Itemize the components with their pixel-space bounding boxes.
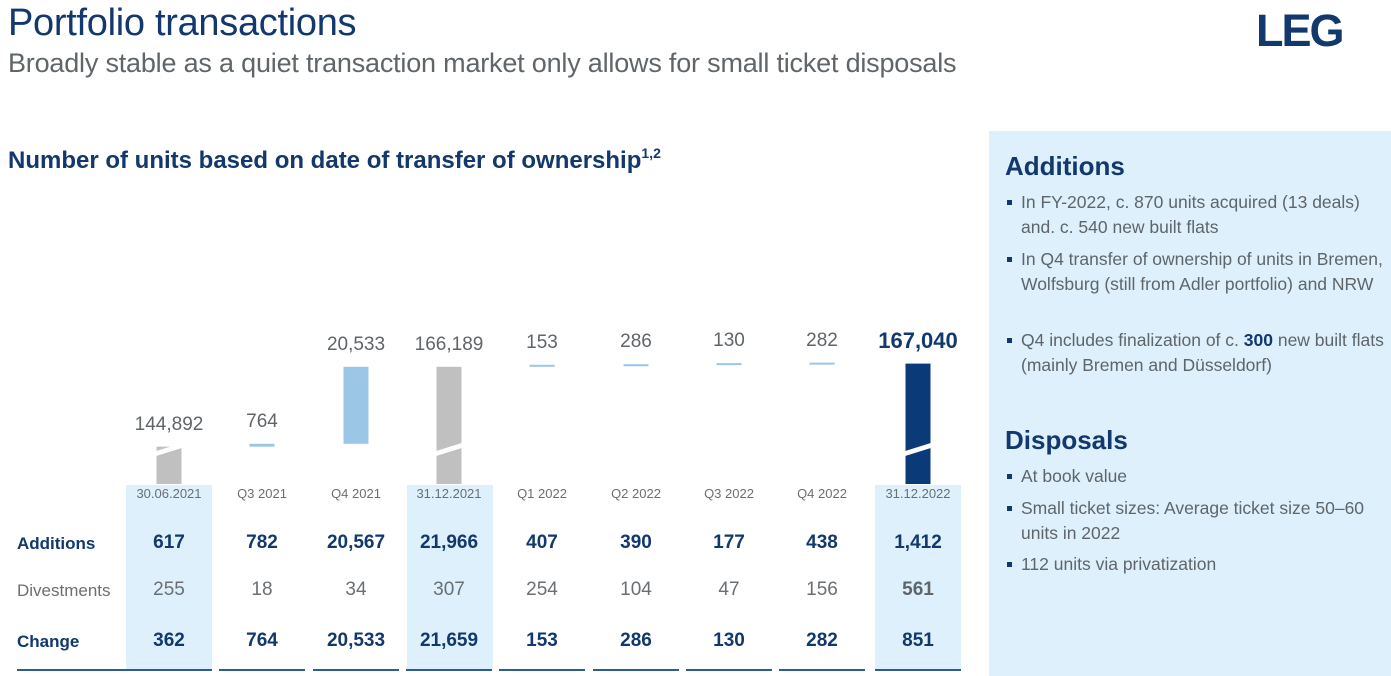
table-cell: 390 <box>620 532 652 553</box>
table-divider <box>499 669 585 671</box>
axis-break-mark <box>153 442 185 457</box>
table-divider <box>593 669 679 671</box>
table-cell: 1,412 <box>894 532 942 553</box>
table-cell: 47 <box>718 579 740 600</box>
data-label: 286 <box>620 331 652 353</box>
table-cell: 156 <box>806 579 838 600</box>
table-cell: 20,533 <box>326 630 386 651</box>
disposals-bullet: 112 units via privatization <box>1005 552 1385 577</box>
additions-heading: Additions <box>1005 151 1125 181</box>
category-label: Q3 2022 <box>704 486 754 501</box>
bar-Q3-2022 <box>716 363 742 366</box>
data-label: 167,040 <box>878 327 958 353</box>
chart-title: Number of units based on date of transfe… <box>8 145 661 175</box>
table-cell: 177 <box>713 532 745 553</box>
table-cell: 255 <box>153 579 185 600</box>
bar-Q3-2021 <box>249 443 275 447</box>
table-divider <box>126 669 212 671</box>
disposals-bullet: At book value <box>1005 464 1385 489</box>
chart-title-text: Number of units based on date of transfe… <box>8 147 642 174</box>
data-label: 764 <box>246 410 278 432</box>
table-cell: 561 <box>902 579 934 600</box>
axis-break-mark <box>433 442 465 457</box>
table-cell: 307 <box>433 579 465 600</box>
column-highlight-30-06-2021 <box>126 485 212 670</box>
category-label: Q1 2022 <box>517 486 567 501</box>
data-label: 166,189 <box>414 333 484 355</box>
additions-bullet: In Q4 transfer of ownership of units in … <box>1005 247 1385 297</box>
table-cell: 21,966 <box>419 532 479 553</box>
table-cell: 153 <box>526 630 558 651</box>
table-cell: 362 <box>153 630 185 651</box>
disposals-bullet: Small ticket sizes: Average ticket size … <box>1005 496 1385 546</box>
table-cell: 407 <box>526 532 558 553</box>
bar-31-12-2021 <box>436 366 462 484</box>
axis-break-mark <box>902 442 934 457</box>
info-panel: Additions In FY-2022, c. 870 units acqui… <box>989 131 1391 676</box>
table-cell: 20,567 <box>326 532 386 553</box>
bar-Q4-2022 <box>809 362 835 365</box>
table-cell: 617 <box>153 532 185 553</box>
additions-bullet: In FY-2022, c. 870 units acquired (13 de… <box>1005 190 1385 240</box>
data-label: 144,892 <box>134 413 204 435</box>
category-label: Q4 2022 <box>797 486 847 501</box>
category-label: 31.12.2022 <box>885 486 951 501</box>
table-cell: 21,659 <box>419 630 479 651</box>
table-cell: 282 <box>806 630 838 651</box>
data-label: 130 <box>713 330 745 352</box>
table-cell: 104 <box>620 579 652 600</box>
table-divider <box>779 669 865 671</box>
bullet-text: Q4 includes finalization of c. <box>1021 330 1244 350</box>
page-subtitle: Broadly stable as a quiet transaction ma… <box>8 48 957 78</box>
table-cell: 34 <box>345 579 367 600</box>
bar-Q1-2022 <box>529 364 555 367</box>
table-divider <box>313 669 399 671</box>
table-divider <box>875 669 961 671</box>
row-label-change: Change <box>17 632 80 651</box>
category-label: 31.12.2021 <box>416 486 482 501</box>
table-divider <box>219 669 305 671</box>
category-label: Q4 2021 <box>331 486 381 501</box>
data-label: 282 <box>806 329 838 351</box>
table-divider <box>406 669 492 671</box>
category-label: 30.06.2021 <box>136 486 202 501</box>
data-label: 153 <box>526 331 558 353</box>
category-label: Q3 2021 <box>237 486 287 501</box>
category-label: Q2 2022 <box>611 486 661 501</box>
additions-bullet: Q4 includes finalization of c. 300 new b… <box>1005 328 1385 378</box>
row-label-additions: Additions <box>17 534 96 553</box>
column-highlight-31-12-2021 <box>407 485 493 670</box>
data-label: 20,533 <box>326 333 386 355</box>
bar-31-12-2022 <box>905 363 931 484</box>
table-cell: 438 <box>806 532 838 553</box>
table-cell: 18 <box>251 579 273 600</box>
bar-Q2-2022 <box>623 364 649 367</box>
column-highlight-31-12-2022 <box>875 485 961 670</box>
waterfall-chart <box>153 362 934 484</box>
table-cell: 254 <box>526 579 558 600</box>
table-cell: 130 <box>713 630 745 651</box>
page-title: Portfolio transactions <box>8 2 357 44</box>
table-cell: 851 <box>902 630 934 651</box>
bullet-text: new built flats (mainly Bremen and Düsse… <box>1021 330 1384 375</box>
disposals-heading: Disposals <box>1005 425 1128 455</box>
chart-title-footnote: 1,2 <box>641 145 661 161</box>
bar-Q4-2021 <box>343 366 369 444</box>
leg-logo: LEG <box>1256 5 1345 56</box>
table-cell: 286 <box>620 630 652 651</box>
row-label-divestments: Divestments <box>17 581 111 600</box>
table-cell: 764 <box>246 630 278 651</box>
table-divider <box>686 669 772 671</box>
table-cell: 782 <box>246 532 278 553</box>
bullet-emphasis: 300 <box>1243 330 1273 350</box>
table-divider <box>17 669 137 671</box>
